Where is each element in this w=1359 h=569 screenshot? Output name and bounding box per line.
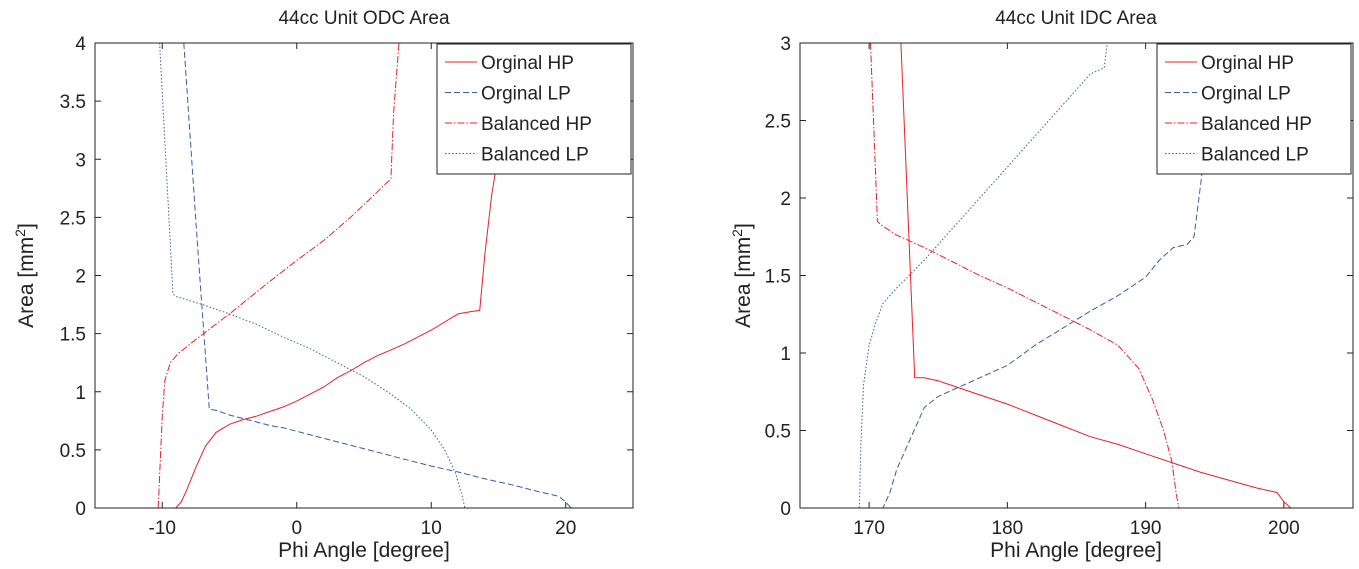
y-tick-label: 0: [75, 499, 86, 520]
y-axis-label-superscript: 2: [729, 229, 745, 237]
x-tick-label: 180: [992, 518, 1024, 539]
y-tick-label: 1: [75, 383, 86, 404]
y-tick-label: 4: [75, 34, 86, 55]
legend-label: Balanced LP: [481, 145, 589, 166]
legend-label: Orginal HP: [1201, 53, 1294, 74]
y-tick-label: 0.5: [60, 441, 86, 462]
y-axis-label-superscript: 2: [12, 229, 28, 237]
chart-title: 44cc Unit ODC Area: [278, 8, 449, 29]
chart-title: 44cc Unit IDC Area: [995, 8, 1157, 29]
y-axis-label: Area [mm2]: [729, 223, 755, 328]
x-tick-label: -10: [149, 518, 176, 539]
y-tick-label: 1: [780, 344, 791, 365]
y-tick-label: 3: [75, 150, 86, 171]
y-axis-label-suffix: ]: [732, 223, 755, 229]
legend: Orginal HP Orginal LP Balanced HP Balanced …: [436, 43, 632, 175]
legend-label: Orginal HP: [481, 53, 574, 74]
x-tick-label: 10: [421, 518, 442, 539]
series-line-orginal-hp: [95, 153, 499, 508]
x-tick-label: 20: [555, 518, 576, 539]
axes-box: [799, 42, 1354, 509]
legend-box: [1156, 43, 1352, 175]
legend-box: [436, 43, 632, 175]
series-line-balanced-lp: [159, 43, 466, 508]
series-line-orginal-hp: [900, 43, 1353, 508]
series-line-balanced-lp: [800, 43, 1108, 508]
x-tick-label: 200: [1268, 518, 1300, 539]
chart-odc-area: 44cc Unit ODC Area -10 0 10 20 0 0.5 1 1.5 2 2.5…: [12, 8, 634, 562]
series-line-orginal-lp: [800, 43, 1216, 508]
y-ticks: 0 0.5 1 1.5 2 2.5 3 3.5 4: [60, 34, 633, 520]
y-tick-label: 2: [780, 189, 791, 210]
y-tick-label: 2.5: [60, 208, 86, 229]
x-tick-label: 0: [291, 518, 302, 539]
legend-label: Orginal LP: [1201, 84, 1291, 105]
legend-label: Balanced HP: [1201, 114, 1312, 135]
chart-idc-area: 44cc Unit IDC Area 170 180 190 200 0 0.5 1 1.5…: [729, 8, 1354, 562]
y-ticks: 0 0.5 1 1.5 2 2.5 3: [765, 34, 1353, 520]
x-axis-label: Phi Angle [degree]: [990, 539, 1162, 562]
y-axis-label-prefix: Area [mm: [732, 237, 755, 328]
legend-label: Balanced HP: [481, 114, 592, 135]
y-tick-label: 3: [780, 34, 791, 55]
plot-area: 170 180 190 200 00.511.522.53 Orginal HPOrg…: [765, 34, 1354, 539]
x-ticks: -10 0 10 20: [149, 43, 576, 539]
series-line-orginal-lp: [183, 43, 633, 508]
y-tick-label: 0.5: [765, 422, 791, 443]
y-tick-label: 3.5: [60, 92, 86, 113]
series-line-balanced-hp: [157, 43, 400, 508]
y-tick-label: 1.5: [60, 325, 86, 346]
x-tick-label: 190: [1130, 518, 1162, 539]
y-tick-label: 2.5: [765, 112, 791, 133]
y-tick-label: 2: [75, 267, 86, 288]
y-axis-label-suffix: ]: [15, 223, 38, 229]
legend-label: Balanced LP: [1201, 145, 1309, 166]
y-axis-label: Area [mm2]: [12, 223, 38, 328]
y-axis-label-prefix: Area [mm: [15, 237, 38, 328]
axes-box: [94, 42, 634, 509]
series-layer: [95, 43, 633, 508]
x-tick-label: 170: [853, 518, 885, 539]
legend-label: Orginal LP: [481, 84, 571, 105]
series-layer: [800, 43, 1353, 508]
series-line-balanced-hp: [870, 43, 1180, 508]
y-tick-label: 0: [780, 499, 791, 520]
x-ticks: 170 180 190 200: [853, 43, 1300, 539]
legend: Orginal HP Orginal LP Balanced HP Balanced …: [1156, 43, 1352, 175]
y-tick-label: 1.5: [765, 267, 791, 288]
plot-area: -10 0 10 20 00.511.522.533.54 Orginal HPOrg…: [60, 34, 634, 539]
x-axis-label: Phi Angle [degree]: [278, 539, 450, 562]
